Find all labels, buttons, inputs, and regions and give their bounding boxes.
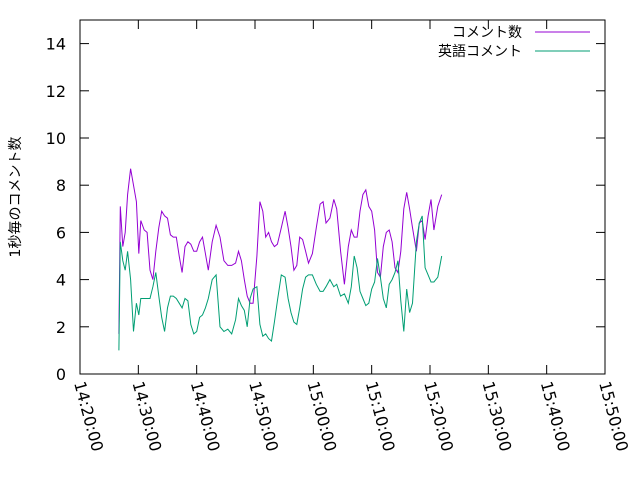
x-tick-label: 15:40:00 xyxy=(537,379,574,453)
x-tick-label: 14:30:00 xyxy=(128,379,165,453)
x-tick-label: 14:20:00 xyxy=(70,379,107,453)
series-layer xyxy=(118,168,443,351)
x-tick-label: 14:40:00 xyxy=(187,379,224,453)
x-tick-label: 15:00:00 xyxy=(303,379,340,453)
y-tick-label: 14 xyxy=(46,35,66,54)
series-line-1 xyxy=(118,168,443,334)
legend-label-2: 英語コメント xyxy=(438,43,522,60)
legend-label-1: コメント数 xyxy=(452,25,522,41)
y-axis-title: 1秒毎のコメント数 xyxy=(8,137,24,258)
y-tick-label: 6 xyxy=(56,223,66,242)
y-tick-label: 10 xyxy=(46,129,66,148)
x-tick-label: 15:10:00 xyxy=(362,379,399,453)
y-tick-label: 12 xyxy=(46,82,66,101)
plot-frame xyxy=(79,19,606,375)
y-axis: 0 2 4 6 8 10 12 14 xyxy=(46,35,605,384)
x-tick-label: 14:50:00 xyxy=(245,379,282,453)
y-tick-label: 2 xyxy=(56,318,66,337)
x-tick-label: 15:50:00 xyxy=(595,379,632,453)
y-tick-label: 0 xyxy=(56,365,66,384)
x-tick-label: 15:20:00 xyxy=(420,379,457,453)
y-tick-label: 8 xyxy=(56,176,66,195)
x-axis: 14:20:00 14:30:00 14:40:00 14:50:00 15:00:00… xyxy=(70,20,632,453)
series-line-2 xyxy=(118,215,443,351)
y-tick-label: 4 xyxy=(56,271,66,290)
x-tick-label: 15:30:00 xyxy=(478,379,515,453)
